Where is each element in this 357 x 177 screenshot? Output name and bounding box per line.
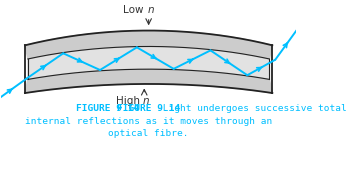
- Text: Low: Low: [124, 5, 147, 15]
- Text: internal reflections as it moves through an: internal reflections as it moves through…: [25, 117, 272, 126]
- Polygon shape: [28, 46, 270, 79]
- Polygon shape: [25, 31, 272, 59]
- Polygon shape: [25, 69, 272, 93]
- Text: n: n: [147, 5, 154, 15]
- Text: High: High: [116, 96, 143, 106]
- Text: FIGURE 9.14: FIGURE 9.14: [76, 104, 140, 113]
- Text: Light undergoes successive total: Light undergoes successive total: [157, 104, 347, 113]
- Text: optical fibre.: optical fibre.: [109, 129, 189, 138]
- Text: n: n: [143, 96, 149, 106]
- Text: FIGURE 9.14: FIGURE 9.14: [117, 104, 180, 113]
